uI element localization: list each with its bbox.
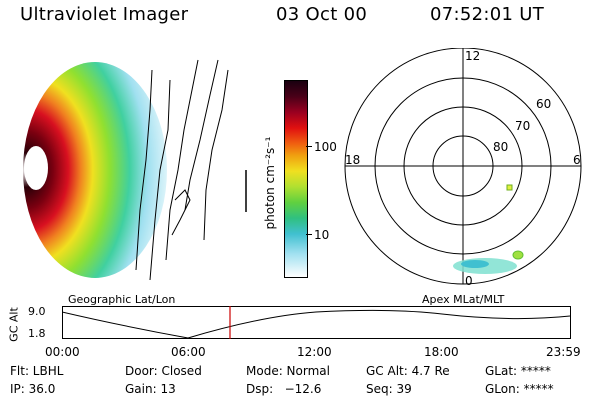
saturated-core bbox=[24, 146, 48, 190]
timeline-x-tick: 23:59 bbox=[546, 345, 581, 359]
timeline-y-tick: 9.0 bbox=[28, 305, 46, 318]
image-date: 03 Oct 00 bbox=[276, 4, 368, 25]
lat-label: 60 bbox=[536, 97, 551, 111]
aurora-patch bbox=[461, 260, 489, 268]
coastlines bbox=[135, 59, 229, 281]
timeline-x-tick: 12:00 bbox=[297, 345, 332, 359]
app-title: Ultraviolet Imager bbox=[20, 4, 189, 25]
polar-mlt-plot: 12 18 6 0 60 70 80 bbox=[344, 48, 582, 288]
earth-uv-image bbox=[23, 59, 247, 281]
mlt-label: 12 bbox=[465, 49, 480, 63]
status-glon: GLon: ***** bbox=[485, 382, 554, 396]
timeline-y-label: GC Alt bbox=[7, 307, 21, 342]
colorbar-tick-label: 10 bbox=[314, 228, 330, 242]
status-gain: Gain: 13 bbox=[125, 382, 176, 396]
status-glat: GLat: ***** bbox=[485, 364, 551, 378]
status-ip: IP: 36.0 bbox=[10, 382, 56, 396]
timeline-x-tick: 18:00 bbox=[424, 345, 459, 359]
mlt-label: 18 bbox=[345, 153, 360, 167]
mlt-label: 0 bbox=[465, 274, 473, 288]
timeline-left-title: Geographic Lat/Lon bbox=[68, 293, 176, 306]
colorbar-tick bbox=[306, 234, 312, 235]
status-door: Door: Closed bbox=[125, 364, 202, 378]
timeline-y-tick: 1.8 bbox=[28, 327, 46, 340]
timeline-x-tick: 00:00 bbox=[45, 345, 80, 359]
image-time: 07:52:01 UT bbox=[430, 4, 545, 25]
timeline-right-title: Apex MLat/MLT bbox=[422, 293, 505, 306]
colorbar-unit-label: photon cm⁻²s⁻¹ bbox=[263, 136, 277, 230]
status-gc-alt: GC Alt: 4.7 Re bbox=[366, 364, 450, 378]
aurora-patch bbox=[506, 184, 513, 191]
aurora-patch bbox=[512, 250, 524, 260]
colorbar-tick bbox=[306, 146, 312, 147]
altitude-curve bbox=[62, 309, 571, 339]
status-mode: Mode: Normal bbox=[246, 364, 330, 378]
lat-label: 70 bbox=[515, 119, 530, 133]
mlt-label: 6 bbox=[573, 153, 581, 167]
timeline-x-tick: 06:00 bbox=[171, 345, 206, 359]
colorbar bbox=[284, 80, 308, 278]
colorbar-tick-label: 100 bbox=[314, 140, 337, 154]
status-filter: Flt: LBHL bbox=[10, 364, 64, 378]
altitude-timeline bbox=[62, 306, 571, 339]
status-seq: Seq: 39 bbox=[366, 382, 412, 396]
status-dsp: Dsp: −12.6 bbox=[246, 382, 322, 396]
lat-label: 80 bbox=[493, 140, 508, 154]
